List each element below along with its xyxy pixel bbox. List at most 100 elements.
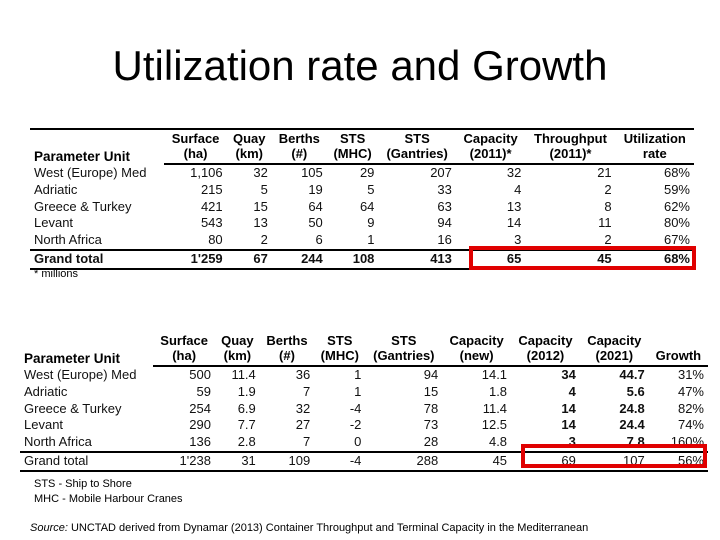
column-unit: Growth [648, 348, 708, 367]
region-name: West (Europe) Med [34, 164, 147, 180]
column-unit: (2011)* [525, 146, 616, 165]
cell: 215 [200, 181, 223, 197]
cell: 13 [506, 198, 522, 214]
cell: 1 [367, 232, 375, 248]
cell: 7.7 [237, 417, 256, 433]
cell: 500 [189, 367, 211, 382]
cell: 32 [506, 165, 522, 180]
source-citation: Source: UNCTAD derived from Dynamar (201… [30, 522, 588, 534]
highlight-box-growth [521, 444, 707, 468]
column-unit: (Gantries) [365, 348, 443, 367]
cell: 1'238 [153, 450, 215, 472]
grand-total-label: Grand total [30, 248, 165, 270]
cell: 5 [367, 181, 375, 197]
column-header: STS [391, 333, 417, 348]
column-header: Quay [226, 128, 272, 146]
column-header: Capacity [455, 128, 526, 146]
cell: 2 [604, 181, 612, 197]
region-name: Adriatic [34, 181, 78, 197]
cell: 27 [295, 417, 311, 433]
cell: -2 [349, 417, 362, 433]
cell: 12.5 [481, 417, 508, 433]
cell: 254 [189, 400, 211, 416]
column-header: STS [326, 128, 379, 146]
slide-title: Utilization rate and Growth [112, 42, 608, 89]
table-header-row: Parameter Unit Surface Quay Berths STS S… [20, 332, 708, 366]
cell: 207 [430, 165, 452, 180]
column-unit: (MHC) [314, 348, 366, 367]
cell: 13 [253, 215, 268, 231]
table-header-row: Parameter Unit Surface Quay Berths STS S… [30, 128, 694, 164]
cell: 136 [189, 434, 211, 450]
cell: 73 [423, 417, 439, 433]
cell: 2 [604, 232, 612, 248]
table-row: Adriatic 215 5 19 5 33 4 2 59% [30, 182, 694, 199]
cell: 82% [677, 400, 704, 416]
cell: 6.9 [237, 400, 256, 416]
cell: 108 [326, 248, 379, 270]
table-row: Greece & Turkey 254 6.9 32 -4 78 11.4 14… [20, 401, 708, 418]
cell: 5.6 [626, 383, 645, 399]
column-unit: rate [615, 146, 694, 165]
sts-note: STS - Ship to Shore [34, 478, 132, 490]
column-header: STS [327, 333, 353, 348]
cell: 5 [260, 181, 268, 197]
cell: 9 [367, 215, 375, 231]
table-row: West (Europe) Med 1,106 32 105 29 207 32… [30, 164, 694, 182]
column-unit: (Gantries) [378, 146, 456, 165]
table-row: North Africa 80 2 6 1 16 3 2 67% [30, 232, 694, 250]
column-header: Quay [221, 333, 254, 348]
mhc-note: MHC - Mobile Harbour Cranes [34, 493, 183, 505]
cell: 1.9 [237, 383, 256, 399]
cell: 0 [354, 434, 362, 450]
cell: 11 [598, 215, 612, 231]
cell: 14.1 [481, 367, 508, 382]
cell: 94 [437, 215, 452, 231]
table-row: Greece & Turkey 421 15 64 64 63 13 8 62% [30, 199, 694, 216]
cell: 31 [214, 450, 260, 472]
column-unit: (ha) [153, 348, 215, 367]
cell: -4 [349, 400, 362, 416]
column-unit: (new) [442, 348, 512, 367]
column-unit: (km) [226, 146, 272, 165]
cell: 36 [295, 367, 311, 382]
table-row: Adriatic 59 1.9 7 1 15 1.8 4 5.6 47% [20, 384, 708, 401]
cell: 33 [437, 181, 452, 197]
cell: 47% [677, 383, 704, 399]
cell: 290 [189, 417, 211, 433]
cell: 63 [437, 198, 452, 214]
cell: 62% [663, 198, 690, 214]
cell: 4 [514, 181, 522, 197]
cell: 80% [663, 215, 690, 231]
cell: 1'259 [164, 248, 227, 270]
cell: 34 [561, 367, 576, 382]
millions-footnote: * millions [34, 268, 79, 280]
column-header: Utilization [615, 128, 694, 146]
cell: 1.8 [488, 383, 508, 399]
column-header: Berths [266, 333, 308, 348]
column-unit: (2011)* [455, 146, 526, 165]
cell: 68% [663, 165, 690, 180]
column-unit: (km) [214, 348, 260, 367]
region-name: Greece & Turkey [34, 198, 132, 214]
cell: 15 [423, 383, 439, 399]
table-row: West (Europe) Med 500 11.4 36 1 94 14.1 … [20, 366, 708, 384]
cell: 7 [302, 383, 311, 399]
cell: 59 [196, 383, 211, 399]
region-name: North Africa [34, 232, 102, 248]
cell: 32 [295, 400, 311, 416]
column-header: Capacity [518, 333, 573, 348]
cell: 59% [663, 181, 690, 197]
cell: 31% [677, 367, 704, 382]
cell: 24.8 [619, 400, 645, 416]
column-header [649, 332, 708, 348]
region-name: West (Europe) Med [24, 366, 137, 382]
column-header: Surface [160, 333, 208, 348]
cell: 21 [597, 165, 612, 180]
grand-total-label: Grand total [20, 450, 154, 472]
cell: 421 [200, 198, 223, 214]
cell: 14 [561, 400, 576, 416]
cell: 15 [253, 198, 268, 214]
cell: 1 [354, 383, 362, 399]
highlight-box-utilization [469, 246, 696, 270]
